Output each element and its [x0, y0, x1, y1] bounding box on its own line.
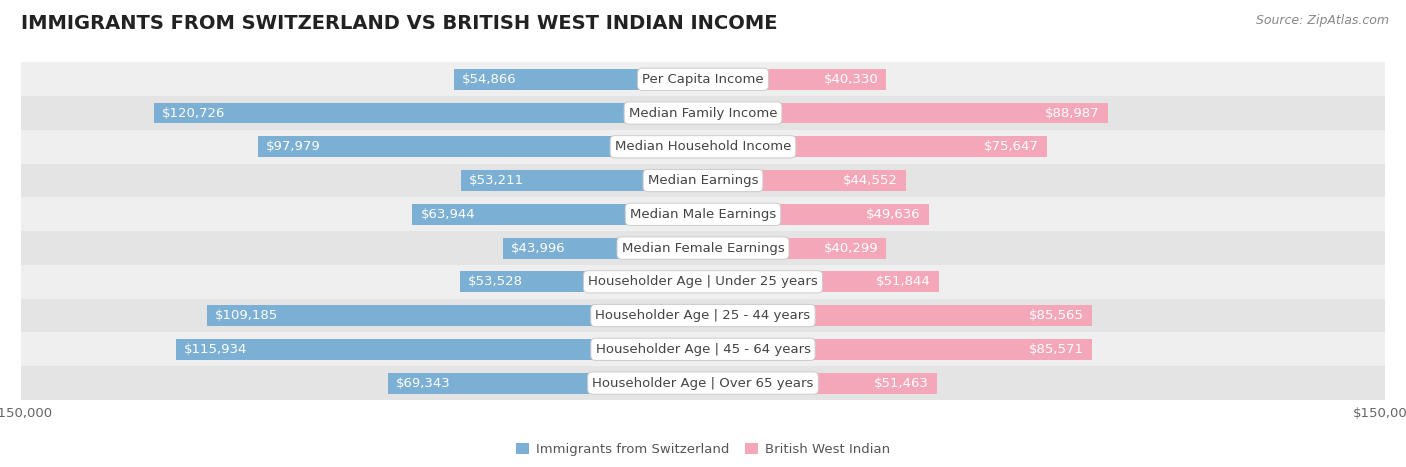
Bar [703, 238, 886, 259]
Text: $53,528: $53,528 [468, 275, 523, 288]
Bar [21, 63, 1385, 96]
Bar [21, 265, 1385, 299]
Bar [703, 373, 936, 394]
Text: $43,996: $43,996 [512, 241, 565, 255]
Text: $51,844: $51,844 [876, 275, 931, 288]
Text: $69,343: $69,343 [396, 376, 451, 389]
Bar [703, 271, 939, 292]
Text: Per Capita Income: Per Capita Income [643, 73, 763, 86]
Bar [412, 204, 703, 225]
Text: $109,185: $109,185 [215, 309, 278, 322]
Text: $49,636: $49,636 [866, 208, 921, 221]
Bar [703, 204, 928, 225]
Text: $40,330: $40,330 [824, 73, 879, 86]
Bar [703, 69, 886, 90]
Bar [21, 366, 1385, 400]
Bar [388, 373, 703, 394]
Text: $88,987: $88,987 [1045, 106, 1099, 120]
Text: Householder Age | Over 65 years: Householder Age | Over 65 years [592, 376, 814, 389]
Text: Median Household Income: Median Household Income [614, 140, 792, 153]
Bar [21, 96, 1385, 130]
Text: $115,934: $115,934 [184, 343, 247, 356]
Bar [155, 103, 703, 123]
Bar [703, 136, 1047, 157]
Text: $85,571: $85,571 [1029, 343, 1084, 356]
Bar [21, 163, 1385, 198]
Text: $75,647: $75,647 [984, 140, 1039, 153]
Bar [703, 103, 1108, 123]
Bar [703, 170, 905, 191]
Text: $97,979: $97,979 [266, 140, 321, 153]
Text: $40,299: $40,299 [824, 241, 877, 255]
Legend: Immigrants from Switzerland, British West Indian: Immigrants from Switzerland, British Wes… [516, 443, 890, 456]
Bar [21, 198, 1385, 231]
Text: Median Male Earnings: Median Male Earnings [630, 208, 776, 221]
Text: $54,866: $54,866 [461, 73, 516, 86]
Text: Median Family Income: Median Family Income [628, 106, 778, 120]
Text: $85,565: $85,565 [1029, 309, 1084, 322]
Text: Householder Age | 25 - 44 years: Householder Age | 25 - 44 years [595, 309, 811, 322]
Text: Median Female Earnings: Median Female Earnings [621, 241, 785, 255]
Bar [703, 339, 1092, 360]
Bar [21, 333, 1385, 366]
Text: Median Earnings: Median Earnings [648, 174, 758, 187]
Bar [176, 339, 703, 360]
Text: Householder Age | Under 25 years: Householder Age | Under 25 years [588, 275, 818, 288]
Bar [460, 271, 703, 292]
Bar [21, 299, 1385, 333]
Bar [454, 69, 703, 90]
Bar [257, 136, 703, 157]
Bar [21, 231, 1385, 265]
Text: $120,726: $120,726 [162, 106, 226, 120]
Bar [503, 238, 703, 259]
Text: $51,463: $51,463 [875, 376, 929, 389]
Text: Source: ZipAtlas.com: Source: ZipAtlas.com [1256, 14, 1389, 27]
Text: IMMIGRANTS FROM SWITZERLAND VS BRITISH WEST INDIAN INCOME: IMMIGRANTS FROM SWITZERLAND VS BRITISH W… [21, 14, 778, 33]
Text: $44,552: $44,552 [842, 174, 897, 187]
Bar [461, 170, 703, 191]
Text: $63,944: $63,944 [420, 208, 475, 221]
Bar [207, 305, 703, 326]
Text: $53,211: $53,211 [470, 174, 524, 187]
Bar [21, 130, 1385, 163]
Text: Householder Age | 45 - 64 years: Householder Age | 45 - 64 years [596, 343, 810, 356]
Bar [703, 305, 1092, 326]
